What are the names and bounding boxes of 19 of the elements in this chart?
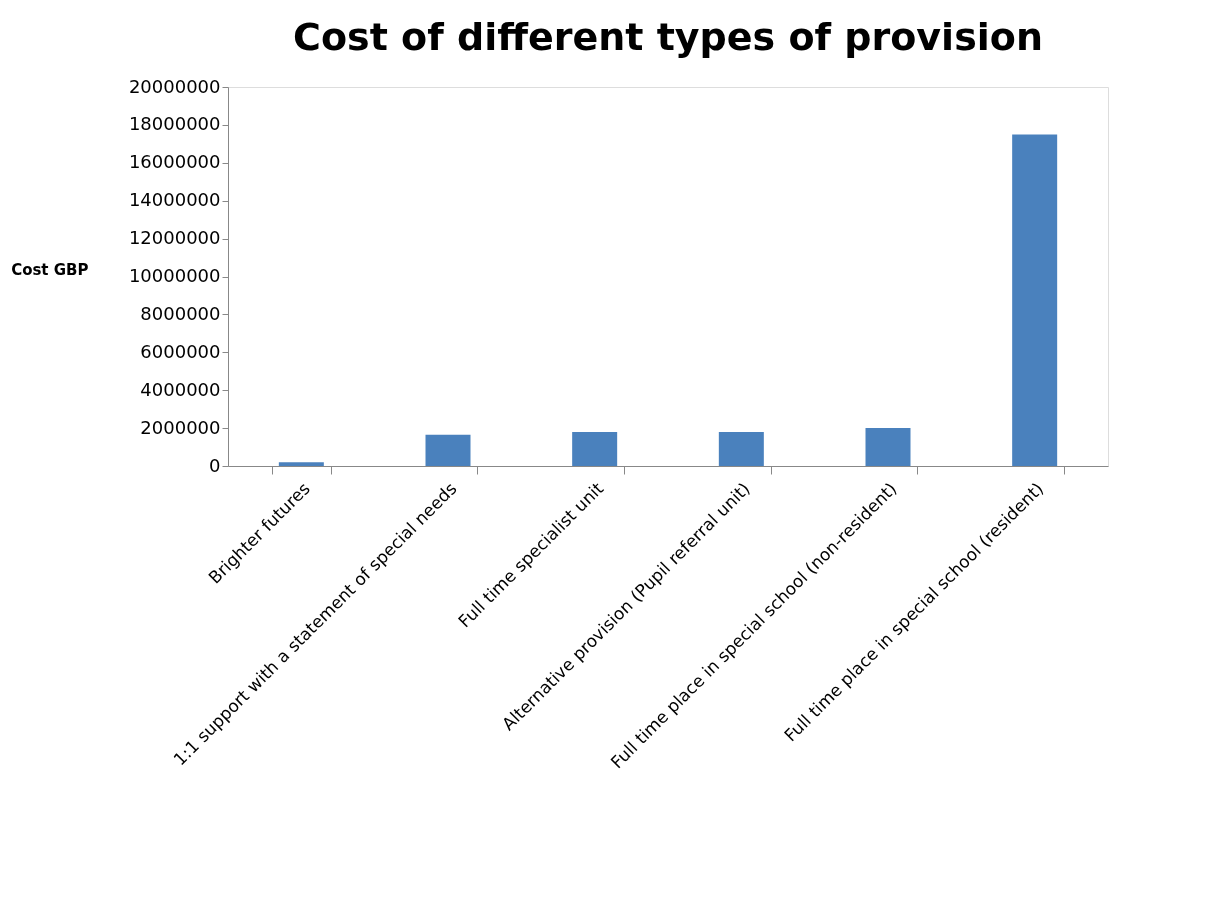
- bar: [718, 431, 764, 466]
- y-tick-label: 12000000: [128, 227, 221, 249]
- y-tick-label: 18000000: [128, 113, 221, 135]
- y-tick-label: 0: [209, 454, 221, 476]
- y-tick-label: 20000000: [128, 75, 221, 97]
- chart-title: Cost of different types of provision: [293, 15, 1043, 59]
- bar: [1012, 134, 1058, 466]
- y-tick-label: 6000000: [140, 340, 221, 362]
- bar: [278, 462, 324, 466]
- y-tick-label: 8000000: [140, 302, 221, 324]
- y-tick-label: 14000000: [128, 189, 221, 211]
- y-tick-label: 10000000: [128, 265, 221, 286]
- y-tick-label: 16000000: [128, 151, 221, 173]
- y-tick-label: 4000000: [140, 378, 221, 400]
- bar: [572, 431, 618, 466]
- y-tick-label: 2000000: [140, 416, 221, 438]
- bar: [425, 434, 471, 466]
- bar: [865, 428, 911, 466]
- y-axis-title: Cost GBP: [11, 260, 89, 279]
